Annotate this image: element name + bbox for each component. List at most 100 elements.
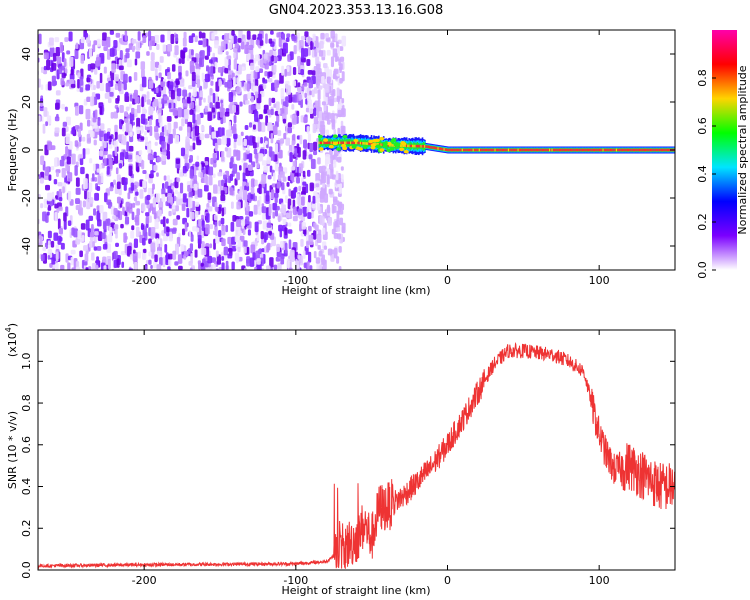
heatmap-cell (209, 59, 213, 64)
heatmap-cell (313, 87, 318, 94)
heatmap-cell (210, 80, 214, 86)
ridge-cell-core (323, 141, 326, 145)
heatmap-cell (86, 198, 91, 210)
heatmap-cell (302, 170, 306, 178)
heatmap-cell (244, 44, 249, 54)
heatmap-cell (298, 163, 303, 174)
heatmap-cell (99, 130, 104, 138)
heatmap-cell (113, 111, 118, 119)
heatmap-cell (317, 157, 321, 165)
heatmap-cell (182, 99, 188, 109)
heatmap-cell (309, 265, 313, 270)
ridge-cell-core (606, 148, 608, 152)
ridge-cell-core (341, 141, 344, 145)
heatmap-cell (128, 123, 132, 132)
heatmap-cell (144, 136, 148, 147)
colorbar-label: Normalized spectral amplitude (736, 65, 749, 234)
heatmap-cell (330, 254, 335, 262)
heatmap-cell (164, 244, 168, 253)
ridge-cell-core (511, 148, 514, 152)
ridge-cell-core (579, 148, 582, 152)
ridge-cell-core (578, 148, 580, 152)
heatmap-cell (198, 31, 202, 39)
ridge-cell-core (516, 148, 518, 152)
heatmap-cell (159, 56, 164, 63)
heatmap-cell (161, 98, 164, 105)
heatmap-cell (35, 107, 38, 112)
heatmap-cell (248, 180, 252, 190)
heatmap-cell (332, 74, 336, 80)
ridge-blob (351, 145, 357, 149)
heatmap-cell (54, 203, 58, 209)
heatmap-cell (165, 252, 169, 263)
ridge-cell-core (573, 148, 575, 152)
heatmap-cell (253, 85, 258, 93)
heatmap-cell (154, 254, 158, 263)
ridge-cell-core (482, 148, 484, 152)
heatmap-cell (91, 252, 95, 261)
heatmap-cell (166, 150, 171, 160)
heatmap-cell (163, 175, 167, 181)
heatmap-cell (261, 206, 267, 214)
heatmap-cell (58, 227, 63, 235)
heatmap-cell (61, 103, 65, 110)
heatmap-cell (111, 63, 116, 73)
heatmap-cell (232, 215, 237, 222)
heatmap-cell (172, 250, 177, 260)
ridge-blob (399, 147, 405, 152)
heatmap-cell (168, 133, 173, 144)
ridge-cell-core (409, 144, 412, 148)
heatmap-cell (308, 195, 311, 203)
heatmap-cell (211, 107, 216, 113)
heatmap-cell (206, 45, 211, 57)
heatmap-cell (204, 105, 208, 113)
heatmap-cell (256, 162, 260, 169)
heatmap-cell (282, 218, 287, 225)
heatmap-cell (92, 44, 96, 53)
heatmap-cell (102, 211, 108, 222)
heatmap-cell (109, 48, 115, 57)
ridge-cell-core (641, 148, 643, 152)
heatmap-cell (177, 254, 183, 264)
heatmap-cell (332, 196, 338, 203)
heatmap-cell (254, 91, 259, 99)
heatmap-cell (191, 71, 196, 81)
ridge-cell-core (405, 144, 408, 148)
ridge-blob (382, 143, 388, 148)
heatmap-cell (96, 81, 100, 89)
heatmap-cell (135, 200, 140, 206)
heatmap-cell (286, 65, 290, 73)
heatmap-cell (86, 96, 91, 102)
heatmap-cell (209, 87, 213, 96)
heatmap-cell (324, 83, 330, 93)
heatmap-cell (38, 194, 41, 200)
ridge-cell-core (375, 143, 378, 146)
heatmap-cell (50, 165, 55, 171)
heatmap-cell (341, 35, 347, 47)
heatmap-cell (60, 242, 65, 250)
ridge-blob (342, 146, 348, 151)
ridge-cell-core (467, 148, 470, 152)
ridge-cell-core (499, 148, 501, 152)
heatmap-cell (82, 261, 88, 266)
ridge-cell-core (543, 148, 545, 152)
heatmap-cell (71, 227, 75, 236)
heatmap-cell (160, 81, 166, 87)
ridge-cell-core (547, 148, 550, 152)
heatmap-cell (240, 41, 245, 50)
heatmap-cell (114, 131, 118, 140)
heatmap-cell (141, 160, 145, 170)
heatmap-cell (166, 50, 171, 57)
ridge-cell-core (404, 144, 407, 148)
ridge-cell-core (619, 148, 622, 152)
heatmap-cell (194, 35, 198, 43)
heatmap-cell (179, 78, 185, 87)
ridge-cell-core (443, 148, 446, 151)
snr-frame (37, 329, 676, 571)
heatmap-cell (244, 100, 250, 105)
heatmap-cell (74, 140, 79, 147)
ridge-cell-core (609, 148, 612, 152)
heatmap-cell (84, 148, 90, 155)
heatmap-cell (59, 236, 63, 242)
heatmap-cell (326, 49, 331, 56)
